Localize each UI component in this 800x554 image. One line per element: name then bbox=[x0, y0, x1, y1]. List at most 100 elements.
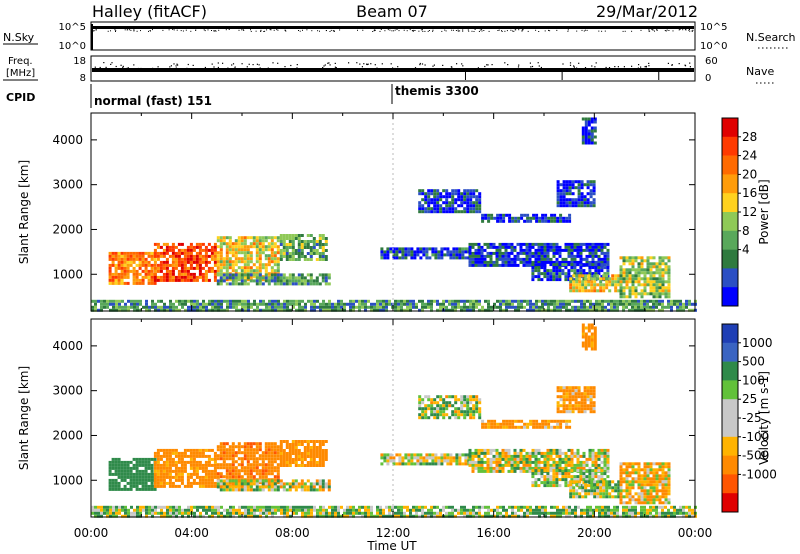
velocity-cell-r1 bbox=[213, 460, 217, 464]
power-cell-r5 bbox=[410, 256, 414, 260]
velocity-cell-r8 bbox=[513, 460, 517, 464]
power-cell-r13 bbox=[667, 274, 671, 278]
velocity-cell-r3 bbox=[300, 440, 304, 443]
velocity-cell-r11 bbox=[589, 392, 593, 396]
velocity-cell-r11 bbox=[562, 404, 566, 408]
velocity-cell-r3 bbox=[294, 440, 298, 443]
power-cell-r2 bbox=[258, 266, 262, 270]
power-cell-r2 bbox=[273, 257, 277, 261]
power-cell-r13 bbox=[640, 283, 644, 287]
velocity-cell-r8 bbox=[534, 460, 538, 464]
power-cell-r13 bbox=[634, 280, 638, 284]
power-cell-r2 bbox=[219, 239, 223, 243]
nsky-trace-point bbox=[393, 30, 395, 32]
power-cell-r1 bbox=[165, 251, 169, 255]
velocity-cell-r0 bbox=[147, 466, 151, 470]
velocity-cell-r8 bbox=[525, 466, 529, 470]
velocity-cell-r8 bbox=[549, 457, 553, 461]
power-cell-r13 bbox=[619, 289, 623, 293]
power-cell-r14 bbox=[127, 308, 130, 312]
power-cell-r14 bbox=[367, 305, 370, 309]
power-cell-r0 bbox=[108, 254, 112, 258]
power-cell-r14 bbox=[265, 305, 268, 309]
velocity-cell-r10 bbox=[605, 495, 609, 499]
power-cell-r14 bbox=[571, 305, 574, 309]
power-cell-r4 bbox=[276, 282, 280, 286]
velocity-cell-r8 bbox=[546, 457, 550, 461]
velocity-cell-r1 bbox=[207, 472, 211, 476]
velocity-cell-r4 bbox=[303, 488, 307, 492]
power-cell-r12 bbox=[593, 141, 597, 145]
velocity-cell-r0 bbox=[132, 457, 136, 461]
power-cell-r14 bbox=[91, 305, 94, 309]
velocity-cell-r9 bbox=[570, 469, 574, 473]
power-cell-r4 bbox=[243, 273, 247, 277]
velocity-cell-r2 bbox=[261, 475, 265, 479]
power-cell-r13 bbox=[622, 271, 626, 275]
power-cell-r1 bbox=[177, 242, 181, 246]
power-cell-r14 bbox=[535, 299, 538, 303]
power-cell-r14 bbox=[643, 299, 646, 303]
power-cell-r1 bbox=[177, 272, 181, 276]
power-cell-r8 bbox=[591, 245, 595, 249]
velocity-cell-r11 bbox=[571, 389, 575, 393]
power-cell-r8 bbox=[480, 260, 484, 264]
velocity-cell-r2 bbox=[228, 475, 232, 479]
power-cell-r1 bbox=[165, 242, 169, 246]
velocity-cell-r6 bbox=[442, 401, 446, 405]
velocity-cell-r3 bbox=[306, 440, 310, 443]
power-cell-r14 bbox=[187, 305, 190, 309]
velocity-cell-r8 bbox=[501, 469, 505, 473]
power-cell-r5 bbox=[440, 253, 444, 257]
power-cell-r0 bbox=[108, 266, 112, 270]
power-cell-r13 bbox=[667, 289, 671, 293]
velocity-cell-r0 bbox=[135, 484, 139, 488]
power-cell-r11 bbox=[568, 192, 572, 196]
velocity-cell-r8 bbox=[546, 454, 550, 458]
velocity-cell-r7 bbox=[496, 425, 500, 429]
power-cell-r6 bbox=[463, 201, 467, 205]
velocity-cell-r9 bbox=[543, 481, 547, 485]
velocity-cell-r11 bbox=[592, 386, 596, 390]
power-cell-r3 bbox=[282, 243, 286, 246]
power-cell-r14 bbox=[121, 308, 124, 312]
power-cell-r8 bbox=[468, 245, 472, 249]
velocity-cell-r1 bbox=[213, 454, 217, 458]
power-cell-r9 bbox=[555, 266, 559, 270]
velocity-cell-r8 bbox=[564, 460, 568, 464]
velocity-cell-r11 bbox=[571, 407, 575, 411]
velocity-cell-r3 bbox=[279, 449, 283, 452]
nsky-trace-point bbox=[263, 31, 265, 32]
power-cell-r9 bbox=[588, 266, 592, 270]
power-cell-r8 bbox=[549, 260, 553, 264]
velocity-cell-r2 bbox=[231, 466, 235, 470]
velocity-cell-r7 bbox=[484, 425, 488, 429]
nsky-trace-point bbox=[391, 30, 393, 32]
velocity-cell-r4 bbox=[273, 485, 277, 489]
velocity-cell-r6 bbox=[442, 413, 446, 417]
power-cell-r14 bbox=[370, 305, 373, 309]
power-cell-r1 bbox=[213, 242, 217, 246]
velocity-cell-r1 bbox=[165, 469, 169, 473]
velocity-cell-r7 bbox=[556, 419, 560, 423]
power-cell-r12 bbox=[584, 135, 588, 139]
velocity-cell-r6 bbox=[475, 395, 479, 399]
power-cell-r0 bbox=[138, 278, 142, 282]
power-cell-r1 bbox=[180, 269, 184, 273]
velocity-cell-r11 bbox=[583, 410, 587, 414]
power-cell-r9 bbox=[594, 263, 598, 267]
power-cell-r12 bbox=[590, 132, 594, 136]
velocity-cell-r8 bbox=[480, 469, 484, 473]
power-cell-r11 bbox=[559, 192, 563, 196]
velocity-cell-r6 bbox=[445, 407, 449, 411]
velocity-cell-r10 bbox=[602, 495, 606, 499]
power-cell-r12 bbox=[584, 126, 588, 130]
velocity-cell-r0 bbox=[117, 469, 121, 473]
power-cell-r9 bbox=[531, 263, 535, 267]
power-cell-r7 bbox=[484, 213, 488, 217]
power-cell-r2 bbox=[273, 269, 277, 273]
power-cell-r3 bbox=[291, 252, 295, 255]
velocity-cell-r9 bbox=[549, 481, 553, 485]
power-cell-r8 bbox=[468, 263, 472, 267]
